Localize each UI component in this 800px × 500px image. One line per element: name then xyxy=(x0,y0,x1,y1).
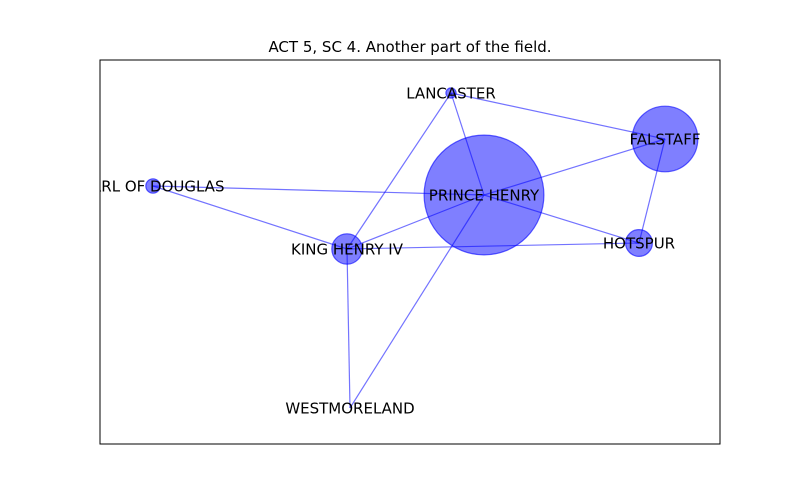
labels-layer: PRINCE HENRY FALSTAFF LANCASTER EARL OF DOU… xyxy=(82,84,701,417)
node-label-westmoreland: WESTMORELAND xyxy=(285,399,414,417)
edges-layer xyxy=(152,92,666,409)
node-label-lancaster: LANCASTER xyxy=(406,84,496,102)
edge-lancaster-king-henry-iv xyxy=(346,92,452,250)
node-label-king-henry-iv: KING HENRY IV xyxy=(291,240,404,258)
node-earl-of-douglas xyxy=(145,178,161,194)
plot-frame xyxy=(99,59,721,445)
edge-king-henry-iv-westmoreland xyxy=(346,248,351,409)
node-label-earl-of-douglas: EARL OF DOUGLAS xyxy=(82,177,225,195)
node-label-falstaff: FALSTAFF xyxy=(630,130,701,148)
edge-earl-of-douglas-king-henry-iv xyxy=(152,185,348,250)
node-prince-henry xyxy=(423,134,545,256)
node-lancaster xyxy=(445,87,457,99)
node-hotspur xyxy=(624,229,653,258)
node-label-hotspur: HOTSPUR xyxy=(603,234,675,252)
plot-area: PRINCE HENRY FALSTAFF LANCASTER EARL OF DOU… xyxy=(82,84,701,417)
node-label-prince-henry: PRINCE HENRY xyxy=(429,186,540,204)
figure-title: ACT 5, SC 4. Another part of the field. xyxy=(268,38,551,56)
nodes-layer xyxy=(145,87,699,265)
node-falstaff xyxy=(631,105,699,173)
node-king-henry-iv xyxy=(331,233,363,265)
edge-lancaster-falstaff xyxy=(450,92,666,140)
